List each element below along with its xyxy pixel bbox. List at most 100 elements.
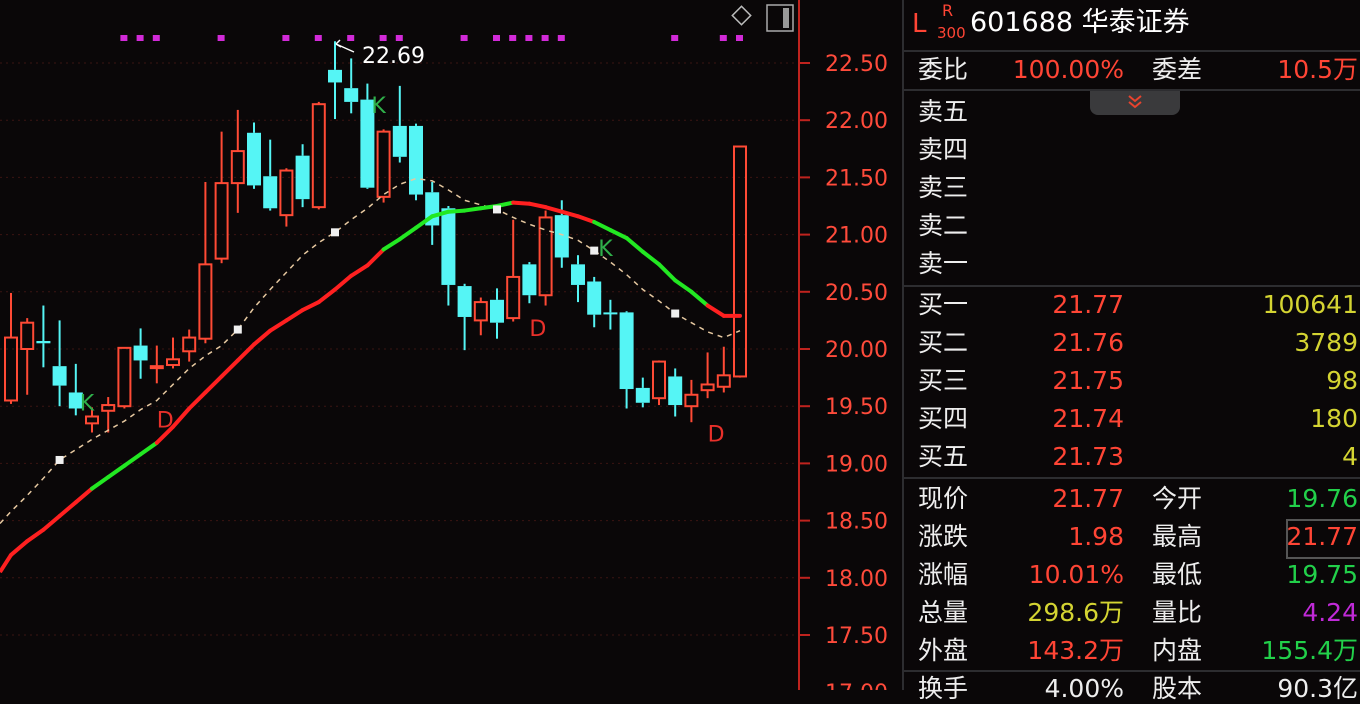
ma-trend-segment xyxy=(57,500,78,519)
level-price: 21.75 xyxy=(1052,366,1124,395)
candle-body xyxy=(409,125,423,195)
stat-value: 4.00% xyxy=(1044,674,1124,703)
candle-up xyxy=(652,360,666,406)
candle-down xyxy=(587,276,602,328)
candle-body xyxy=(52,366,67,386)
ratio-label: 委比 xyxy=(918,55,969,84)
candle-body xyxy=(457,286,472,317)
candle-body xyxy=(328,69,342,83)
diff-label: 委差 xyxy=(1152,55,1203,84)
candle-up xyxy=(4,292,18,404)
level-price: 21.77 xyxy=(1052,290,1124,319)
level-label: 卖四 xyxy=(918,135,969,164)
candlestick-chart[interactable]: 22.50 22.00 21.50 21.00 20.50 20.00 19.50 19.00… xyxy=(0,0,900,690)
signal-k: K xyxy=(80,391,95,416)
ma-marker xyxy=(55,455,64,464)
candle-body xyxy=(214,182,229,260)
badge-l: L xyxy=(912,9,927,39)
signal-dot xyxy=(525,35,533,41)
divider xyxy=(904,477,1360,479)
ma-trend-segment xyxy=(138,440,159,457)
level-volume: 98 xyxy=(1326,366,1358,395)
candle-up xyxy=(700,352,715,399)
candle-body xyxy=(117,346,132,408)
level-label: 买五 xyxy=(918,442,969,471)
moving-averages xyxy=(0,177,742,574)
candle-body xyxy=(295,155,310,200)
stat-label: 股本 xyxy=(1152,674,1203,703)
y-tick-label: 19.50 xyxy=(825,395,888,420)
ma-trend-segment xyxy=(527,201,548,210)
candle-down xyxy=(668,368,683,417)
ma-trend-segment xyxy=(154,424,175,445)
ma-trend-segment xyxy=(187,390,208,411)
diff-value: 10.5万 xyxy=(1277,55,1358,84)
candle-up xyxy=(716,346,731,393)
level-label: 买三 xyxy=(918,366,969,395)
level-volume: 4 xyxy=(1342,442,1358,471)
y-tick-label: 21.50 xyxy=(825,166,888,191)
level-volume: 180 xyxy=(1310,404,1358,433)
candle-up xyxy=(538,210,553,306)
ma-trend-segment xyxy=(284,308,305,323)
high-value-highlight xyxy=(1286,519,1360,559)
ma-trend-segment xyxy=(349,263,370,278)
signal-dot xyxy=(541,35,549,41)
ma-marker xyxy=(493,205,501,214)
stat-value: 21.77 xyxy=(1052,484,1124,513)
ma-trend-segment xyxy=(203,374,224,395)
level-label: 买一 xyxy=(918,290,969,319)
ma-trend-segment xyxy=(365,247,386,268)
ma-trend-segment xyxy=(446,208,467,214)
candle-up xyxy=(733,145,747,378)
candle-down xyxy=(603,299,618,330)
y-tick-label: 18.50 xyxy=(825,510,888,535)
max-price-annotation: 22.69 xyxy=(335,39,425,69)
stat-label: 最高 xyxy=(1152,522,1203,551)
ma-trend-segment xyxy=(90,475,111,491)
ma-trend-segment xyxy=(608,228,629,241)
ma-marker xyxy=(331,228,339,237)
ma-trend-segment xyxy=(462,206,483,213)
ma-trend-segment xyxy=(689,289,710,308)
y-tick-label: 17.50 xyxy=(825,624,888,649)
stat-label: 量比 xyxy=(1152,598,1203,627)
stat-label: 今开 xyxy=(1152,484,1203,513)
stat-label: 最低 xyxy=(1152,560,1203,589)
candle-body xyxy=(716,374,731,388)
candle-down xyxy=(36,305,51,368)
candle-down xyxy=(328,41,342,120)
candles xyxy=(4,41,747,433)
diamond-icon[interactable] xyxy=(731,5,752,26)
candle-down xyxy=(457,283,472,351)
candle-body xyxy=(473,301,488,322)
ma-marker xyxy=(233,325,242,334)
candle-body xyxy=(700,383,715,392)
stat-value: 10.01% xyxy=(1028,560,1124,589)
arrow-icon xyxy=(335,39,355,53)
candle-down xyxy=(392,85,407,163)
candle-up xyxy=(214,131,229,264)
candle-up xyxy=(311,101,326,210)
ma-trend-segment xyxy=(673,278,694,294)
ma-trend-segment xyxy=(640,249,661,267)
signal-dot xyxy=(736,35,743,41)
divider xyxy=(904,50,1360,52)
ma-trend-segment xyxy=(0,553,13,574)
candle-body xyxy=(668,376,683,406)
candle-body xyxy=(684,393,699,408)
collapse-button[interactable] xyxy=(1090,91,1180,115)
signal-dot xyxy=(347,35,355,41)
candle-up xyxy=(376,129,391,203)
y-tick-label: 22.00 xyxy=(825,109,888,134)
stat-label: 现价 xyxy=(918,484,969,513)
candle-body xyxy=(554,215,569,258)
panel-toggle-icon[interactable] xyxy=(766,4,794,32)
ma-trend-segment xyxy=(624,236,645,254)
signal-d: D xyxy=(157,409,174,434)
candle-down xyxy=(360,83,375,189)
candle-body xyxy=(603,312,618,315)
candle-down xyxy=(441,206,456,306)
level-price: 21.74 xyxy=(1052,404,1124,433)
ma-trend-segment xyxy=(219,358,240,379)
